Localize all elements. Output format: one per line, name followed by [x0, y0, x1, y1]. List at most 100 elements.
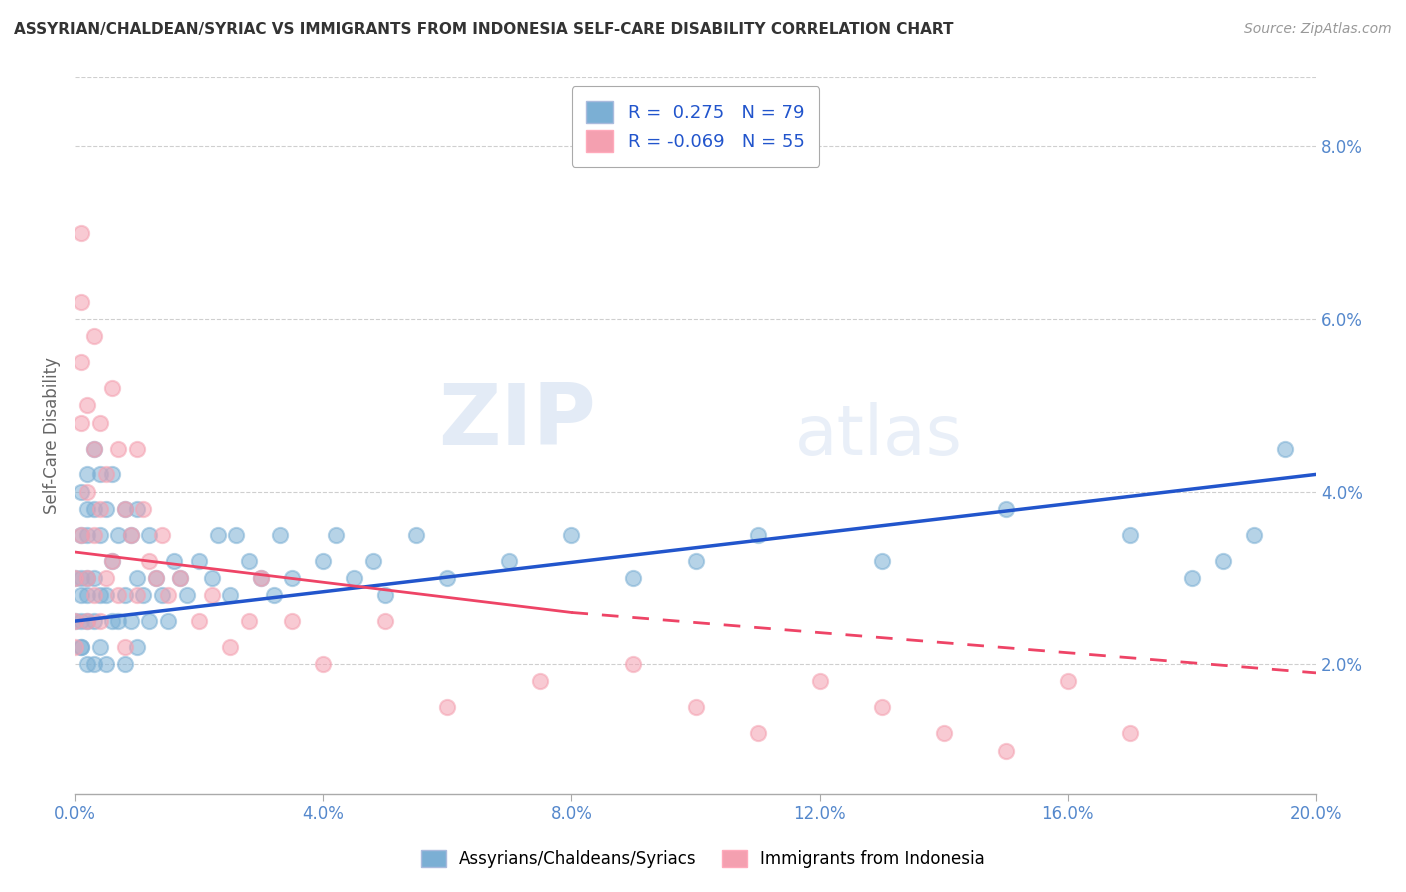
- Point: [176, 588, 198, 602]
- Point: [529, 674, 551, 689]
- Point: [870, 554, 893, 568]
- Point: [125, 640, 148, 654]
- Point: [200, 588, 222, 602]
- Point: [70, 640, 93, 654]
- Point: [163, 554, 186, 568]
- Point: [89, 588, 111, 602]
- Point: [200, 571, 222, 585]
- Point: [436, 700, 458, 714]
- Point: [70, 528, 93, 542]
- Point: [83, 571, 105, 585]
- Point: [63, 614, 86, 628]
- Point: [1243, 528, 1265, 542]
- Point: [994, 502, 1017, 516]
- Point: [1119, 726, 1142, 740]
- Point: [101, 467, 124, 482]
- Point: [101, 614, 124, 628]
- Point: [101, 554, 124, 568]
- Point: [188, 614, 211, 628]
- Point: [132, 502, 155, 516]
- Point: [94, 467, 117, 482]
- Point: [250, 571, 273, 585]
- Point: [70, 355, 93, 369]
- Point: [76, 571, 98, 585]
- Point: [157, 614, 180, 628]
- Point: [150, 588, 173, 602]
- Point: [269, 528, 291, 542]
- Point: [63, 614, 86, 628]
- Point: [560, 528, 582, 542]
- Point: [623, 571, 645, 585]
- Point: [374, 614, 396, 628]
- Point: [114, 588, 136, 602]
- Point: [343, 571, 366, 585]
- Point: [1056, 674, 1078, 689]
- Point: [870, 700, 893, 714]
- Point: [94, 657, 117, 672]
- Point: [114, 502, 136, 516]
- Point: [83, 657, 105, 672]
- Point: [361, 554, 384, 568]
- Point: [932, 726, 955, 740]
- Point: [138, 614, 160, 628]
- Point: [63, 571, 86, 585]
- Point: [70, 571, 93, 585]
- Point: [125, 502, 148, 516]
- Point: [63, 571, 86, 585]
- Point: [238, 614, 260, 628]
- Point: [70, 294, 93, 309]
- Point: [83, 528, 105, 542]
- Point: [70, 640, 93, 654]
- Legend: Assyrians/Chaldeans/Syriacs, Immigrants from Indonesia: Assyrians/Chaldeans/Syriacs, Immigrants …: [415, 843, 991, 875]
- Point: [76, 502, 98, 516]
- Point: [436, 571, 458, 585]
- Point: [747, 726, 769, 740]
- Point: [83, 614, 105, 628]
- Point: [623, 657, 645, 672]
- Point: [125, 442, 148, 456]
- Point: [107, 528, 129, 542]
- Point: [138, 528, 160, 542]
- Point: [685, 554, 707, 568]
- Point: [157, 588, 180, 602]
- Point: [120, 614, 142, 628]
- Point: [94, 571, 117, 585]
- Point: [238, 554, 260, 568]
- Point: [150, 528, 173, 542]
- Point: [114, 640, 136, 654]
- Point: [808, 674, 831, 689]
- Point: [685, 700, 707, 714]
- Text: ZIP: ZIP: [439, 380, 596, 463]
- Point: [374, 588, 396, 602]
- Point: [70, 226, 93, 240]
- Point: [89, 416, 111, 430]
- Point: [76, 571, 98, 585]
- Point: [83, 442, 105, 456]
- Point: [219, 640, 242, 654]
- Point: [89, 640, 111, 654]
- Point: [225, 528, 247, 542]
- Point: [76, 528, 98, 542]
- Point: [281, 614, 304, 628]
- Point: [94, 588, 117, 602]
- Point: [76, 588, 98, 602]
- Point: [125, 571, 148, 585]
- Point: [76, 614, 98, 628]
- Point: [83, 442, 105, 456]
- Point: [83, 588, 105, 602]
- Point: [219, 588, 242, 602]
- Legend: R =  0.275   N = 79, R = -0.069   N = 55: R = 0.275 N = 79, R = -0.069 N = 55: [572, 87, 820, 167]
- Point: [89, 467, 111, 482]
- Point: [250, 571, 273, 585]
- Point: [101, 381, 124, 395]
- Point: [76, 398, 98, 412]
- Point: [83, 502, 105, 516]
- Point: [325, 528, 347, 542]
- Point: [169, 571, 191, 585]
- Point: [1181, 571, 1204, 585]
- Point: [101, 554, 124, 568]
- Point: [70, 528, 93, 542]
- Point: [1119, 528, 1142, 542]
- Point: [498, 554, 520, 568]
- Point: [132, 588, 155, 602]
